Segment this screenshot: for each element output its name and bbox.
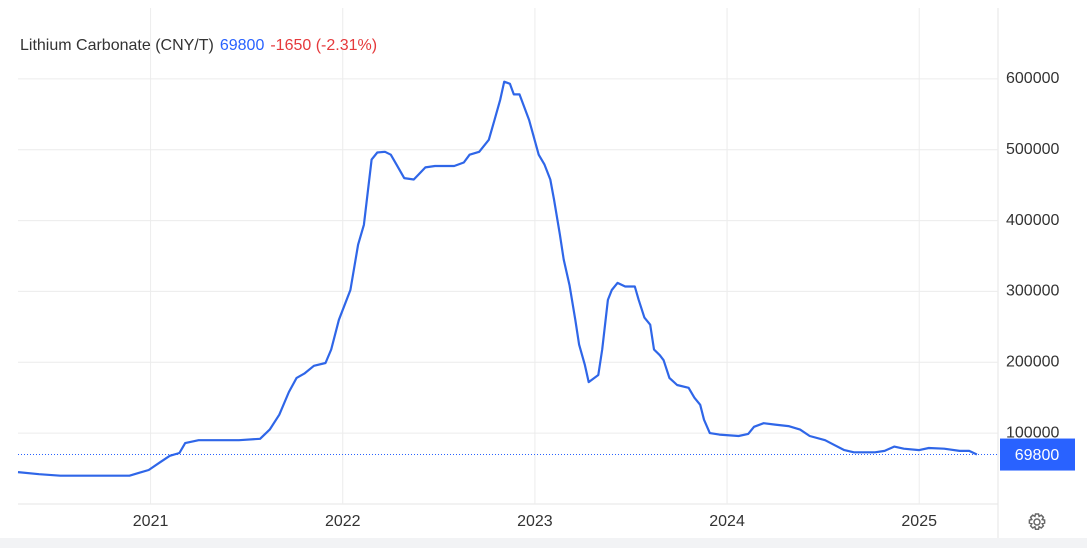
y-tick-label: 400000 bbox=[1006, 212, 1059, 229]
footer-strip bbox=[0, 538, 1087, 548]
x-tick-label: 2025 bbox=[901, 513, 937, 530]
last-value-label: 69800 bbox=[1015, 447, 1060, 464]
x-tick-label: 2022 bbox=[325, 513, 361, 530]
x-tick-label: 2021 bbox=[133, 513, 169, 530]
price: 69800 bbox=[219, 37, 265, 54]
x-tick-label: 2023 bbox=[517, 513, 553, 530]
y-tick-label: 300000 bbox=[1006, 283, 1059, 300]
price-line bbox=[17, 80, 978, 477]
y-tick-label: 500000 bbox=[1006, 141, 1059, 158]
y-tick-label: 200000 bbox=[1006, 354, 1059, 371]
change: -1650 (-2.31%) bbox=[270, 37, 378, 54]
title: Lithium Carbonate (CNY/T) bbox=[20, 37, 214, 54]
settings-icon[interactable] bbox=[1028, 513, 1046, 530]
last-value-box bbox=[1000, 438, 1075, 471]
x-tick-label: 2024 bbox=[709, 513, 745, 530]
header: Lithium Carbonate (CNY/T) 69800 -1650 (-2.… bbox=[20, 37, 383, 55]
y-tick-label: 600000 bbox=[1006, 70, 1059, 87]
y-tick-label: 100000 bbox=[1006, 424, 1059, 441]
